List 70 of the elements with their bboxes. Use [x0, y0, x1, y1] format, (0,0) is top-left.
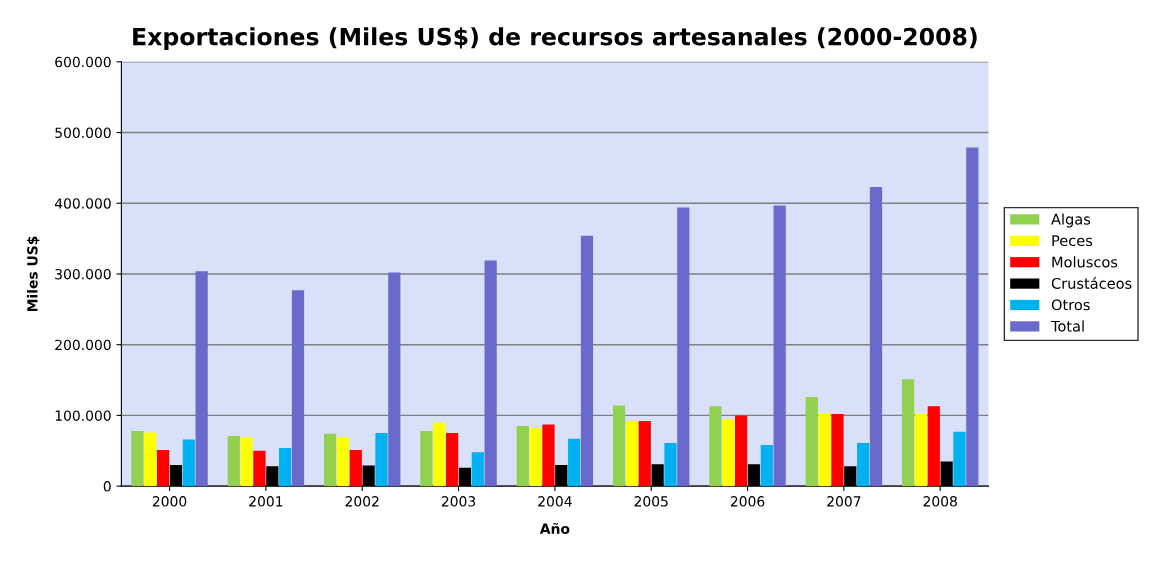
bar [613, 405, 626, 487]
x-tick-label: 2005 [634, 496, 668, 507]
x-axis-title: Año [539, 522, 570, 534]
x-tick-label: 2008 [923, 496, 957, 507]
bar [677, 207, 690, 487]
bar [195, 271, 208, 487]
bar [902, 379, 915, 487]
bar [446, 433, 459, 487]
bar [625, 421, 639, 487]
legend-label: Algas [1051, 213, 1091, 228]
bar [375, 433, 388, 487]
legend-label: Total [1050, 320, 1084, 332]
legend-label: Crustáceos [1051, 277, 1132, 289]
bar [722, 418, 735, 487]
bar [484, 260, 497, 487]
bar [953, 431, 966, 487]
bar [131, 430, 144, 487]
y-tick-label: 300.000 [55, 268, 111, 280]
bar [324, 433, 337, 487]
bar [735, 415, 748, 487]
bar [291, 290, 305, 487]
y-tick-label: 200.000 [55, 339, 111, 351]
bar [253, 450, 266, 487]
y-tick-label: 600.000 [55, 56, 111, 68]
bar [240, 437, 253, 487]
bar [433, 422, 446, 487]
bar [760, 445, 773, 487]
bar [709, 406, 722, 487]
bar [471, 452, 484, 487]
bar [349, 450, 362, 487]
bar [914, 414, 928, 487]
x-tick-label: 2001 [249, 496, 283, 507]
bar [805, 397, 818, 487]
bar [568, 438, 581, 487]
chart-title: Exportaciones (Miles US$) de recursos artesanales (2000-2008) [133, 27, 977, 51]
x-tick-label: 2000 [152, 496, 187, 507]
bar [869, 186, 883, 487]
x-tick-label: 2003 [441, 496, 476, 507]
bar [182, 439, 195, 487]
x-tick-label: 2006 [730, 496, 765, 507]
bar [420, 430, 433, 487]
legend-label: Otros [1051, 299, 1090, 311]
x-tick-label: 2004 [538, 496, 572, 507]
bar [516, 426, 529, 487]
bar [966, 147, 979, 487]
bar [818, 413, 831, 487]
bar [857, 442, 870, 487]
y-tick-label: 100.000 [55, 410, 111, 421]
bar [831, 414, 844, 487]
bar [580, 235, 594, 487]
bar [529, 428, 542, 487]
y-tick-label: 400.000 [54, 198, 111, 209]
bar [144, 432, 157, 487]
y-axis-title: Miles US$ [26, 236, 40, 312]
x-tick-label: 2007 [827, 496, 861, 507]
legend-label: Moluscos [1052, 256, 1118, 268]
bar [638, 421, 651, 487]
legend-label: Peces [1052, 235, 1093, 247]
bar [927, 406, 940, 487]
x-tick-label: 2002 [345, 496, 379, 507]
bar [157, 450, 170, 487]
bar [388, 272, 401, 487]
bar [773, 205, 786, 487]
bar [336, 437, 350, 487]
bar [664, 442, 677, 487]
y-tick-label: 0 [103, 481, 111, 492]
bar [279, 447, 292, 487]
bar [227, 435, 240, 487]
y-tick-label: 500.000 [55, 127, 111, 139]
bar [542, 424, 555, 487]
